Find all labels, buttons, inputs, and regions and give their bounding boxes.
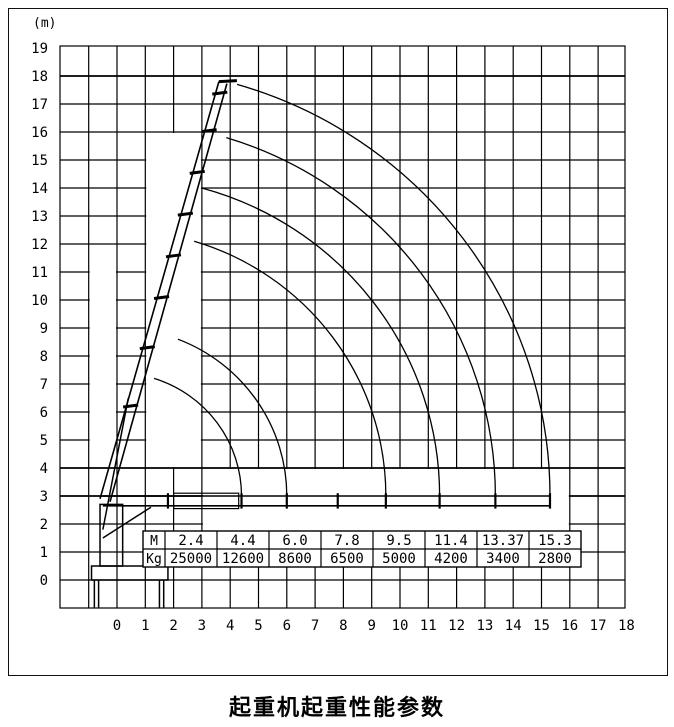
x-tick-label: 12 [448, 618, 465, 634]
x-tick-label: 16 [561, 618, 578, 634]
y-tick-label: 10 [31, 293, 48, 309]
reach-arc [194, 240, 387, 497]
reach-arc [153, 377, 243, 497]
boom-edge [109, 83, 228, 503]
boom-edge [99, 81, 220, 500]
table-load-cell: 5000 [382, 551, 416, 567]
boom-cylinder [102, 506, 152, 539]
grid-masks [89, 133, 569, 551]
table-load-cell: 12600 [222, 551, 264, 567]
y-tick-label: 14 [31, 181, 48, 197]
y-tick-label: 4 [40, 461, 48, 477]
boom-base-section [173, 492, 240, 510]
table-load-cell: 4200 [434, 551, 468, 567]
table-load-cell: 25000 [170, 551, 212, 567]
column [99, 503, 124, 567]
boom-section-mark [189, 169, 205, 175]
crane-boom-horizontal [102, 492, 552, 510]
chart-caption: 起重机起重性能参数 [228, 696, 445, 721]
boom-section-mark [153, 295, 170, 301]
table-radius-cell: 7.8 [334, 533, 359, 549]
x-tick-label: 6 [283, 618, 291, 634]
table-radius-cell: 9.5 [386, 533, 411, 549]
grid-border [59, 45, 626, 609]
y-tick-label: 18 [31, 69, 48, 85]
x-tick-label: 7 [311, 618, 319, 634]
y-tick-label: 17 [31, 97, 48, 113]
y-tick-label: 9 [40, 321, 48, 337]
y-tick-label: 6 [40, 405, 48, 421]
x-tick-label: 18 [618, 618, 635, 634]
x-tick-label: 0 [113, 618, 121, 634]
y-tick-label: 2 [40, 517, 48, 533]
unit-label: (m) [33, 16, 56, 31]
left-mask [89, 245, 116, 467]
x-tick-label: 15 [533, 618, 550, 634]
y-tick-label: 16 [31, 125, 48, 141]
y-tick-label: 0 [40, 573, 48, 589]
table-radius-cell: 4.4 [230, 533, 255, 549]
load-table: M Kg 2.4 25000 4.4 12600 6.0 8600 7.8 6500 9.5 5000… [142, 530, 582, 568]
boom-section-mark [201, 128, 217, 134]
boom-section-mark [165, 253, 182, 259]
y-tick-label: 1 [40, 545, 48, 561]
reach-arcs [153, 83, 551, 497]
table-radius-cell: 2.4 [178, 533, 203, 549]
x-tick-label: 10 [392, 618, 409, 634]
boom-tip [218, 79, 237, 84]
table-row-label: M [150, 534, 158, 549]
table-radius-cell: 11.4 [434, 533, 468, 549]
y-tick-label: 11 [31, 265, 48, 281]
x-tick-label: 11 [420, 618, 437, 634]
boom-section-mark [212, 90, 228, 96]
table-load-cell: 2800 [538, 551, 572, 567]
boom-section-mark [139, 345, 156, 351]
x-tick-label: 4 [226, 618, 234, 634]
y-tick-label: 8 [40, 349, 48, 365]
reach-arc [177, 338, 288, 497]
reach-arc [226, 136, 497, 497]
x-tick-label: 17 [590, 618, 607, 634]
y-tick-label: 5 [40, 433, 48, 449]
chart-frame [8, 8, 668, 676]
base-frame [90, 565, 169, 581]
x-tick-label: 8 [339, 618, 347, 634]
boom-section-mark [177, 211, 194, 217]
x-tick-label: 5 [254, 618, 262, 634]
table-radius-cell: 15.3 [538, 533, 572, 549]
table-radius-cell: 6.0 [282, 533, 307, 549]
y-tick-label: 3 [40, 489, 48, 505]
table-load-cell: 6500 [330, 551, 364, 567]
table-row-label: Kg [146, 552, 162, 567]
x-tick-label: 2 [169, 618, 177, 634]
reach-arc [236, 83, 551, 497]
y-tick-label: 12 [31, 237, 48, 253]
table-load-cell: 3400 [486, 551, 520, 567]
x-tick-label: 14 [505, 618, 522, 634]
table-load-cell: 8600 [278, 551, 312, 567]
boom-section-mark [122, 403, 139, 409]
table-radius-cell: 13.37 [482, 533, 524, 549]
lift-cylinder [102, 397, 130, 530]
y-tick-label: 19 [31, 41, 48, 57]
reach-arc [201, 187, 441, 497]
y-tick-label: 13 [31, 209, 48, 225]
y-tick-label: 7 [40, 377, 48, 393]
y-tick-label: 15 [31, 153, 48, 169]
crane-base [90, 397, 169, 608]
x-tick-label: 1 [141, 618, 149, 634]
boom-area-mask [146, 133, 201, 467]
x-tick-label: 3 [198, 618, 206, 634]
x-tick-label: 9 [367, 618, 375, 634]
crane-boom-raised [99, 79, 237, 503]
x-tick-label: 13 [476, 618, 493, 634]
